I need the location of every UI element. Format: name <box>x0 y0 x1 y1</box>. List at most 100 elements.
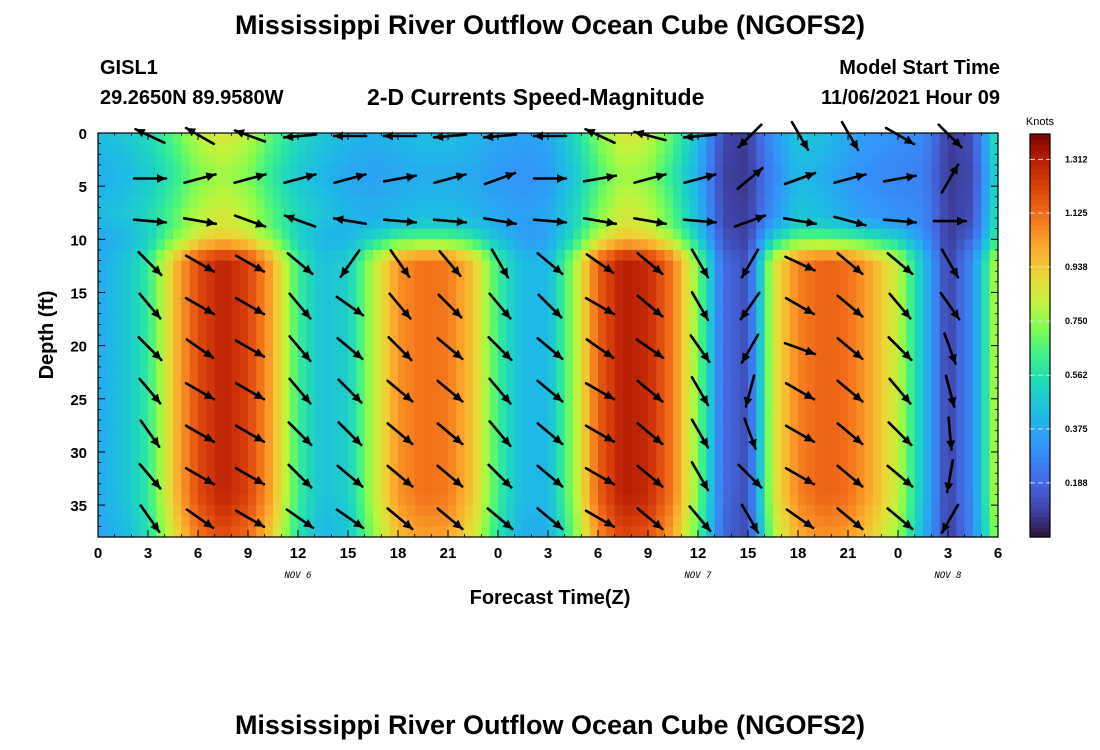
heatmap-cell <box>664 420 674 432</box>
heatmap-cell <box>189 239 199 251</box>
y-tick-label: 30 <box>70 445 87 462</box>
heatmap-cell <box>706 366 716 379</box>
heatmap-cell <box>873 356 882 368</box>
heatmap-cell <box>323 409 332 421</box>
heatmap-cell <box>514 526 524 538</box>
heatmap-cell <box>439 186 449 198</box>
vector-head <box>803 475 814 485</box>
heatmap-cell <box>473 451 482 464</box>
heatmap-cell <box>723 345 732 357</box>
heatmap-cell <box>823 175 832 187</box>
heatmap-cell <box>456 335 466 347</box>
heatmap-cell <box>389 281 399 294</box>
heatmap-cell <box>98 473 107 485</box>
heatmap-cell <box>739 228 749 240</box>
heatmap-cell <box>598 356 607 368</box>
heatmap-cell <box>223 164 232 177</box>
heatmap-cell <box>873 196 882 209</box>
current-vector <box>682 132 718 142</box>
heatmap-cell <box>564 377 574 389</box>
heatmap-cell <box>523 526 532 538</box>
heatmap-cell <box>164 186 174 198</box>
heatmap-cell <box>131 260 141 272</box>
heatmap-cell <box>873 420 882 432</box>
heatmap-cell <box>298 462 307 474</box>
heatmap-cell <box>606 196 616 209</box>
heatmap-cell <box>173 154 182 166</box>
heatmap-cell <box>431 398 441 411</box>
heatmap-cell <box>706 133 716 145</box>
heatmap-cell <box>698 154 707 166</box>
heatmap-cell <box>389 409 399 421</box>
current-vector <box>132 174 168 183</box>
heatmap-cell <box>156 526 166 538</box>
heatmap-cell <box>756 271 766 283</box>
heatmap-cell <box>906 430 916 442</box>
heatmap-cell <box>589 164 599 177</box>
heatmap-cell <box>156 505 166 517</box>
heatmap-cell <box>356 451 366 464</box>
heatmap-cell <box>189 133 199 145</box>
heatmap-cell <box>239 462 249 474</box>
heatmap-cell <box>789 441 799 453</box>
heatmap-cell <box>756 377 766 389</box>
heatmap-cell <box>398 526 407 538</box>
heatmap-cell <box>131 249 141 262</box>
heatmap-cell <box>848 154 857 166</box>
heatmap-cell <box>648 281 657 294</box>
heatmap-cell <box>589 483 599 496</box>
heatmap-cell <box>673 356 682 368</box>
heatmap-cell <box>248 366 257 379</box>
current-vector <box>636 252 664 276</box>
heatmap-cell <box>398 133 407 145</box>
heatmap-cell <box>973 218 982 230</box>
heatmap-cell <box>206 207 216 219</box>
heatmap-cell <box>514 335 524 347</box>
heatmap-cell <box>706 462 716 474</box>
heatmap-cell <box>414 483 424 496</box>
heatmap-cell <box>314 260 324 272</box>
vector-head <box>400 266 410 277</box>
heatmap-cell <box>739 473 749 485</box>
heatmap-cell <box>781 398 791 411</box>
heatmap-cell <box>298 335 307 347</box>
heatmap-cell <box>306 366 316 379</box>
heatmap-cell <box>231 388 241 400</box>
heatmap-cell <box>964 505 974 517</box>
vector-head <box>151 478 161 489</box>
heatmap-cell <box>664 143 674 155</box>
heatmap-cell <box>456 324 466 336</box>
heatmap-cell <box>281 409 291 421</box>
colorbar-cell <box>1030 501 1050 508</box>
heatmap-cell <box>206 196 216 209</box>
heatmap-cell <box>931 207 941 219</box>
colorbar-frame <box>1029 133 1051 538</box>
heatmap-cell <box>481 281 491 294</box>
heatmap-cell <box>639 154 649 166</box>
heatmap-cell <box>731 218 741 230</box>
heatmap-cell <box>139 526 149 538</box>
heatmap-cell <box>889 451 899 464</box>
heatmap-cell <box>189 335 199 347</box>
heatmap-cell <box>756 154 766 166</box>
vector-head <box>340 266 350 277</box>
heatmap-cell <box>856 345 866 357</box>
heatmap-cell <box>898 366 907 379</box>
heatmap-cell <box>656 505 666 517</box>
heatmap-cell <box>256 207 266 219</box>
heatmap-cell <box>798 175 807 187</box>
colorbar-cell <box>1030 199 1050 206</box>
heatmap-cell <box>514 430 524 442</box>
heatmap-cell <box>398 494 407 506</box>
vector-head <box>401 350 412 360</box>
heatmap-cell <box>606 345 616 357</box>
heatmap-cell <box>381 356 391 368</box>
heatmap-cell <box>981 186 991 198</box>
heatmap-cell <box>581 356 591 368</box>
heatmap-cell <box>714 420 724 432</box>
heatmap-cell <box>606 133 616 145</box>
heatmap-cell <box>264 420 274 432</box>
heatmap-cell <box>931 164 941 177</box>
heatmap-cell <box>939 271 949 283</box>
heatmap-cell <box>639 249 649 262</box>
